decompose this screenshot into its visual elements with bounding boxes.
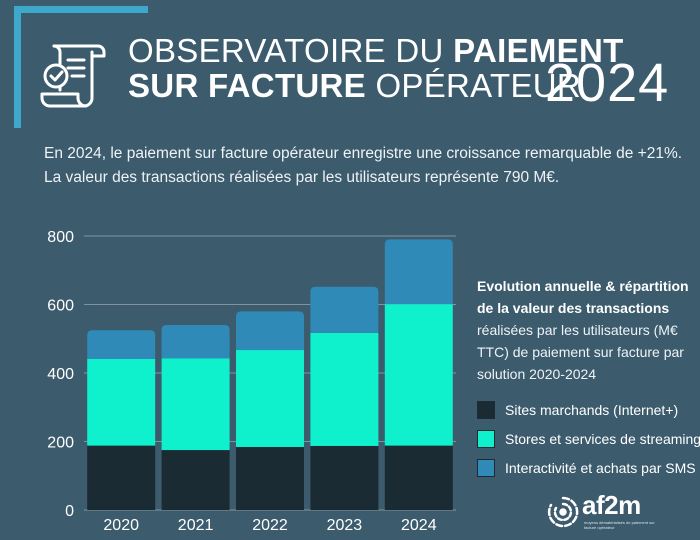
intro-text: En 2024, le paiement sur facture opérate…	[44, 142, 684, 190]
bar-2021-series-0	[161, 450, 230, 510]
title-line-2: SUR FACTURE OPÉRATEUR	[128, 66, 624, 104]
bar-2023-series-2	[310, 286, 379, 333]
legend-label-stores-streaming: Stores et services de streaming	[505, 430, 700, 447]
bar-2021-series-1	[161, 358, 230, 451]
x-tick-label-2021: 2021	[178, 517, 214, 534]
invoice-check-icon	[40, 44, 106, 108]
bar-2024-series-1	[384, 304, 453, 446]
title-part-sur-facture: SUR FACTURE	[128, 66, 366, 104]
af2m-logo-icon	[547, 496, 579, 528]
bar-2022-series-2	[236, 311, 304, 351]
y-tick-label-600: 600	[47, 298, 74, 315]
year-label: 2024	[545, 53, 670, 113]
y-tick-label-800: 800	[47, 229, 74, 246]
bar-2023-series-0	[310, 445, 379, 510]
bar-2023-series-1	[310, 332, 379, 446]
legend-swatch-stores-streaming	[477, 429, 495, 448]
legend-item-sites-marchands: Sites marchands (Internet+)	[477, 397, 700, 422]
legend-label-interactivite-sms: Interactivité et achats par SMS	[505, 459, 696, 476]
stacked-bar-chart: 0 200 400 600 800 2020 2021 2022 2023 2024	[47, 229, 456, 534]
legend-item-interactivite-sms: Interactivité et achats par SMS	[477, 455, 700, 480]
intro-line-1: En 2024, le paiement sur facture opérate…	[44, 145, 683, 162]
x-tick-label-2020: 2020	[103, 517, 139, 534]
y-tick-label-200: 200	[47, 435, 74, 452]
page-title: OBSERVATOIRE DU PAIEMENT SUR FACTURE OPÉ…	[128, 32, 624, 104]
y-tick-label-400: 400	[47, 366, 74, 383]
legend-item-stores-streaming: Stores et services de streaming	[477, 426, 700, 451]
frame-accent-left	[14, 6, 21, 128]
intro-line-2: La valeur des transactions réalisées par…	[44, 169, 560, 186]
title-part-operateur: OPÉRATEUR	[365, 66, 582, 104]
af2m-logo: af2m moyens dématérialisés de paiement s…	[546, 490, 676, 536]
bar-2024-series-0	[384, 445, 453, 510]
bar-2022-series-1	[236, 350, 304, 447]
bar-2022-series-0	[236, 446, 304, 510]
bar-2021-series-2	[161, 325, 230, 359]
chart-description: Evolution annuelle & répartition de la v…	[477, 275, 697, 385]
legend-label-sites-marchands: Sites marchands (Internet+)	[505, 401, 679, 418]
x-tick-label-2024: 2024	[401, 517, 437, 534]
title-line-1: OBSERVATOIRE DU PAIEMENT	[128, 32, 624, 69]
title-part-observatoire: OBSERVATOIRE DU	[128, 32, 454, 69]
y-tick-label-0: 0	[65, 503, 74, 520]
bar-2020-series-2	[87, 330, 156, 359]
legend-swatch-sites-marchands	[477, 400, 495, 419]
x-tick-label-2023: 2023	[327, 517, 363, 534]
chart-legend: Sites marchands (Internet+) Stores et se…	[477, 397, 700, 484]
bar-2020-series-0	[87, 445, 156, 510]
af2m-logo-text: af2m	[582, 490, 641, 520]
chart-description-bold: Evolution annuelle & répartition de la v…	[477, 278, 689, 316]
af2m-logo-tagline: moyens dématérialisés de paiement sur fa…	[584, 520, 655, 530]
x-tick-label-2022: 2022	[252, 517, 288, 534]
chart-description-rest: réalisées par les utilisateurs (M€ TTC) …	[477, 322, 684, 382]
frame-accent-top	[14, 6, 148, 13]
legend-swatch-interactivite-sms	[477, 458, 495, 477]
bar-2020-series-1	[87, 358, 156, 446]
title-part-paiement: PAIEMENT	[453, 32, 624, 69]
bar-2024-series-2	[384, 239, 453, 305]
